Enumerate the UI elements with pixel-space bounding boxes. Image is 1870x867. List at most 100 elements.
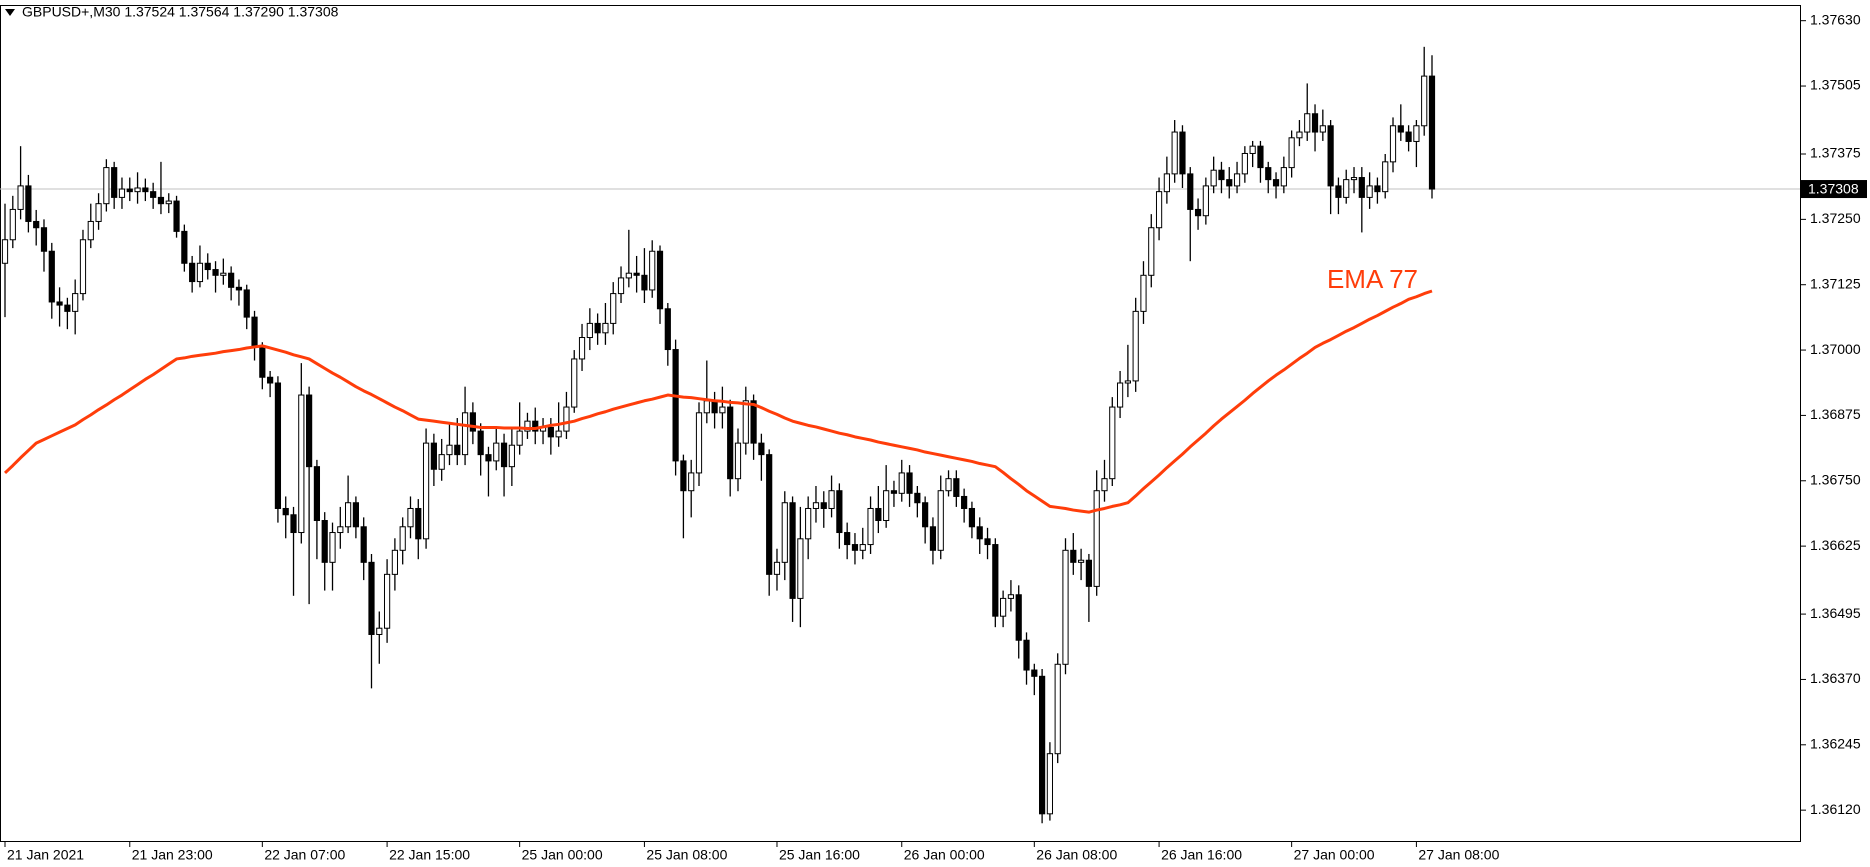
candle-body bbox=[968, 507, 976, 528]
candle-body bbox=[1093, 490, 1100, 587]
candle-body bbox=[1000, 597, 1007, 617]
candle-body bbox=[617, 277, 625, 295]
candle-body bbox=[571, 358, 578, 408]
y-tick-label: 1.36495 bbox=[1810, 605, 1861, 621]
y-tick-label: 1.37000 bbox=[1810, 341, 1861, 357]
candle-body bbox=[446, 444, 453, 456]
candle-body bbox=[150, 191, 157, 198]
candle-body bbox=[1124, 380, 1131, 384]
candle-body bbox=[243, 289, 250, 318]
x-tick-label: 21 Jan 23:00 bbox=[132, 847, 213, 863]
candle-body bbox=[157, 196, 165, 205]
candle-body bbox=[1397, 125, 1404, 133]
menu-arrow[interactable] bbox=[5, 9, 15, 16]
candle-body bbox=[1374, 185, 1381, 193]
candle-body bbox=[142, 187, 149, 193]
candle-body bbox=[1202, 185, 1209, 217]
candle-body bbox=[953, 478, 960, 497]
candle-body bbox=[719, 406, 726, 414]
candle-body bbox=[1265, 167, 1272, 181]
candle-body bbox=[1272, 179, 1280, 187]
candle-body bbox=[1194, 208, 1202, 217]
price-tag bbox=[1801, 180, 1867, 199]
candle-body bbox=[407, 507, 414, 528]
candle-body bbox=[33, 220, 40, 229]
candle-body bbox=[1179, 131, 1186, 175]
candle-body bbox=[890, 490, 898, 494]
candle-body bbox=[805, 507, 812, 540]
candle-body bbox=[1389, 125, 1397, 163]
x-tick-label: 25 Jan 16:00 bbox=[779, 847, 860, 863]
candle-body bbox=[251, 316, 258, 348]
ema-label: EMA 77 bbox=[1327, 264, 1418, 294]
candle-body bbox=[789, 502, 796, 599]
candle-body bbox=[602, 322, 609, 334]
candle-body bbox=[48, 250, 55, 303]
y-tick-label: 1.37630 bbox=[1810, 11, 1861, 27]
candle-body bbox=[1210, 169, 1217, 187]
candle-body bbox=[1241, 152, 1248, 175]
y-tick-label: 1.36625 bbox=[1810, 537, 1861, 553]
candle-body bbox=[672, 349, 679, 462]
x-tick-label: 22 Jan 15:00 bbox=[389, 847, 470, 863]
candle-body bbox=[758, 442, 765, 456]
candle-body bbox=[1335, 185, 1342, 198]
candle-body bbox=[851, 544, 859, 551]
candle-body bbox=[703, 400, 710, 414]
candle-body bbox=[1382, 161, 1389, 193]
candle-body bbox=[508, 444, 515, 468]
candle-body bbox=[1405, 131, 1412, 142]
candle-body bbox=[750, 400, 757, 444]
candle-body bbox=[914, 492, 921, 504]
candle-body bbox=[1280, 167, 1287, 187]
candle-body bbox=[1249, 145, 1256, 154]
candle-body bbox=[189, 262, 196, 283]
candle-body bbox=[1023, 639, 1030, 671]
candle-body bbox=[345, 502, 352, 528]
candle-body bbox=[329, 532, 336, 563]
candle-body bbox=[992, 544, 999, 617]
candle-body bbox=[1296, 131, 1303, 139]
candle-body bbox=[165, 200, 172, 205]
candle-body bbox=[961, 495, 968, 509]
candle-body bbox=[438, 454, 445, 470]
candle-body bbox=[742, 400, 749, 444]
candle-body bbox=[922, 502, 929, 528]
candle-body bbox=[454, 444, 461, 456]
candle-body bbox=[352, 502, 360, 528]
candle-body bbox=[1031, 669, 1038, 677]
candle-body bbox=[875, 507, 882, 522]
candle-body bbox=[727, 406, 734, 480]
candle-body bbox=[937, 490, 944, 551]
candle-body bbox=[1085, 559, 1092, 587]
candle-body bbox=[820, 502, 827, 509]
candle-body bbox=[368, 561, 375, 635]
candle-body bbox=[111, 167, 118, 198]
candle-body bbox=[1343, 179, 1350, 198]
candle-body bbox=[586, 322, 593, 339]
candle-body bbox=[228, 272, 235, 288]
candle-body bbox=[680, 460, 687, 492]
y-tick-label: 1.37125 bbox=[1810, 275, 1861, 291]
candle-body bbox=[64, 304, 71, 312]
candle-body bbox=[259, 346, 266, 378]
y-tick-label: 1.37250 bbox=[1810, 210, 1861, 226]
candle-body bbox=[1233, 173, 1241, 187]
y-tick-label: 1.36120 bbox=[1810, 801, 1861, 817]
candle-body bbox=[415, 507, 422, 540]
candle-body bbox=[1226, 179, 1233, 187]
candle-body bbox=[625, 272, 632, 279]
y-tick-label: 1.37375 bbox=[1810, 145, 1861, 161]
candle-body bbox=[1109, 406, 1116, 480]
candle-body bbox=[641, 274, 648, 291]
candle-body bbox=[212, 269, 219, 276]
candle-body bbox=[461, 412, 469, 456]
candle-body bbox=[1413, 125, 1420, 142]
candle-body bbox=[945, 478, 952, 492]
candle-body bbox=[399, 526, 406, 551]
y-tick-label: 1.36750 bbox=[1810, 471, 1861, 487]
candle-body bbox=[516, 430, 523, 446]
candle-body bbox=[87, 220, 94, 241]
candle-body bbox=[267, 376, 274, 384]
